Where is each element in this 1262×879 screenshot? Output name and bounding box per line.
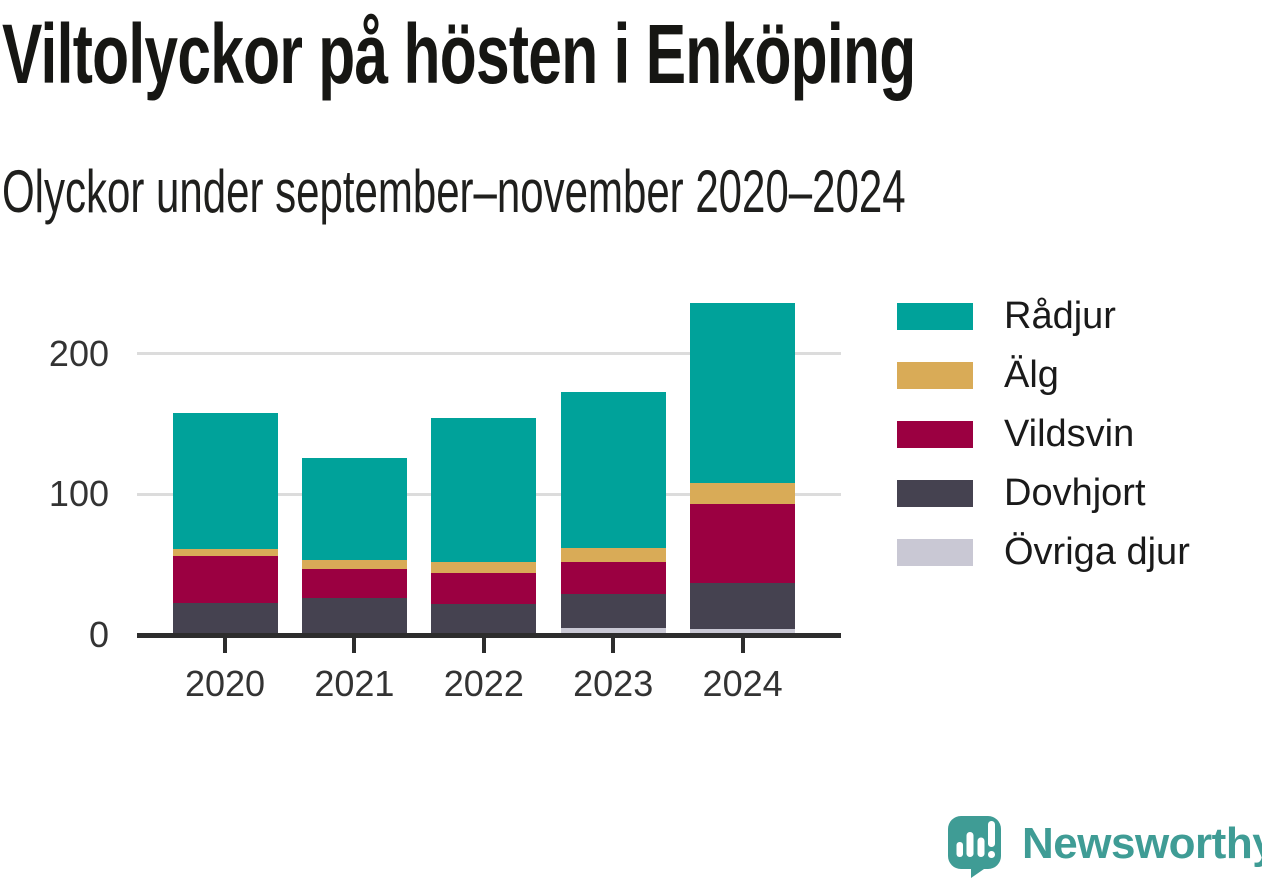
y-tick-label: 200 (48, 332, 109, 374)
bar-segment-2023-Dovhjort (560, 594, 666, 628)
bar-segment-2020-Dovhjort (172, 602, 278, 634)
legend-label: Övriga djur (1004, 531, 1190, 573)
bar-segment-2021-Dovhjort (301, 598, 407, 634)
bar-segment-2023-Älg (560, 547, 666, 562)
chart-subtitle: Olyckor under september–november 2020–20… (2, 158, 906, 225)
y-tick-label: 100 (48, 473, 109, 515)
x-tick (611, 638, 616, 653)
newsworthy-branding: Newsworthy (948, 816, 1262, 878)
x-tick-label: 2022 (443, 663, 524, 704)
x-tick-label: 2024 (702, 663, 783, 704)
legend-row-Vildsvin: Vildsvin (897, 412, 1190, 456)
legend-row-Övriga djur: Övriga djur (897, 530, 1190, 574)
legend-label: Dovhjort (1004, 472, 1146, 514)
x-axis-line (137, 633, 841, 638)
bar-segment-2021-Älg (301, 560, 407, 569)
bar-segment-2022-Rådjur (431, 418, 537, 562)
legend-row-Rådjur: Rådjur (897, 294, 1190, 338)
legend-swatch (897, 479, 973, 507)
legend-swatch (897, 361, 973, 389)
bar-segment-2020-Älg (172, 549, 278, 557)
bar-segment-2024-Älg (690, 482, 796, 505)
x-tick-label: 2023 (573, 663, 654, 704)
newsworthy-wordmark: Newsworthy (1022, 819, 1262, 868)
bar-segment-2024-Rådjur (690, 302, 796, 483)
bar-segment-2021-Vildsvin (301, 568, 407, 599)
legend-swatch (897, 538, 973, 566)
x-tick (223, 638, 227, 653)
bar-segment-2021-Rådjur (301, 457, 407, 561)
bar-segment-2023-Rådjur (560, 391, 666, 548)
legend-row-Älg: Älg (897, 353, 1190, 397)
legend-row-Dovhjort: Dovhjort (897, 471, 1190, 515)
legend-label: Rådjur (1004, 295, 1116, 337)
gridline-200 (137, 352, 841, 355)
x-tick (352, 638, 357, 653)
bar-segment-2023-Vildsvin (560, 561, 666, 595)
newsworthy-logo-icon (948, 816, 1001, 878)
legend-label: Älg (1004, 354, 1059, 396)
chart-title: Viltolyckor på hösten i Enköping (2, 7, 916, 101)
bar-segment-2020-Rådjur (172, 412, 278, 550)
bar-segment-2022-Vildsvin (431, 573, 537, 605)
legend-swatch (897, 420, 973, 448)
bar-segment-2020-Vildsvin (172, 556, 278, 603)
chart-legend: Rådjur Älg Vildsvin Dovhjort Övriga djur (897, 294, 1190, 574)
x-tick-label: 2021 (314, 663, 395, 704)
bar-segment-2023-Övriga djur (560, 627, 666, 635)
bar-segment-2022-Dovhjort (431, 604, 537, 634)
bar-segment-2022-Älg (431, 561, 537, 574)
bar-segment-2024-Övriga djur (690, 629, 796, 635)
x-tick (481, 638, 486, 653)
legend-label: Vildsvin (1004, 413, 1135, 455)
legend-swatch (897, 302, 973, 330)
x-tick-label: 2020 (184, 663, 266, 704)
bar-segment-2024-Dovhjort (690, 582, 796, 630)
bar-segment-2024-Vildsvin (690, 504, 796, 583)
x-tick (740, 638, 745, 653)
y-tick-label: 0 (88, 614, 109, 655)
